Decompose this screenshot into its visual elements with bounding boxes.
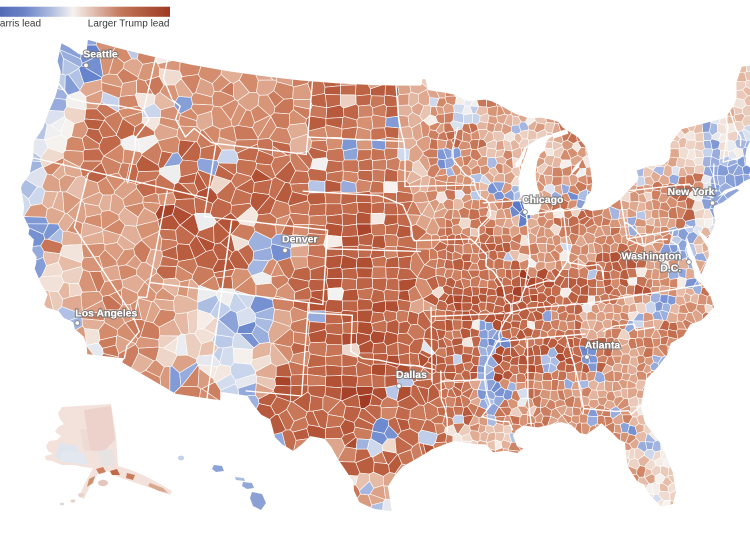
- svg-text:Atlanta: Atlanta: [585, 340, 621, 352]
- svg-text:Washington: Washington: [622, 250, 682, 262]
- svg-text:Larger Harris lead: Larger Harris lead: [0, 19, 41, 30]
- svg-text:Los Angeles: Los Angeles: [75, 307, 137, 319]
- svg-text:Chicago: Chicago: [522, 194, 563, 206]
- svg-text:Washington: Washington: [622, 250, 682, 262]
- svg-text:New York: New York: [668, 186, 715, 198]
- svg-text:Denver: Denver: [282, 234, 318, 246]
- svg-text:Larger Trump lead: Larger Trump lead: [88, 19, 170, 30]
- svg-text:Dallas: Dallas: [396, 369, 427, 381]
- svg-text:Atlanta: Atlanta: [585, 340, 621, 352]
- svg-text:Dallas: Dallas: [396, 369, 427, 381]
- svg-text:D.C.: D.C.: [660, 262, 681, 274]
- svg-text:Los Angeles: Los Angeles: [75, 307, 137, 319]
- svg-text:Seattle: Seattle: [83, 49, 118, 61]
- svg-text:D.C.: D.C.: [660, 262, 681, 274]
- svg-text:New York: New York: [668, 186, 715, 198]
- svg-text:Seattle: Seattle: [83, 49, 118, 61]
- svg-text:Denver: Denver: [282, 234, 318, 246]
- svg-text:Chicago: Chicago: [522, 194, 563, 206]
